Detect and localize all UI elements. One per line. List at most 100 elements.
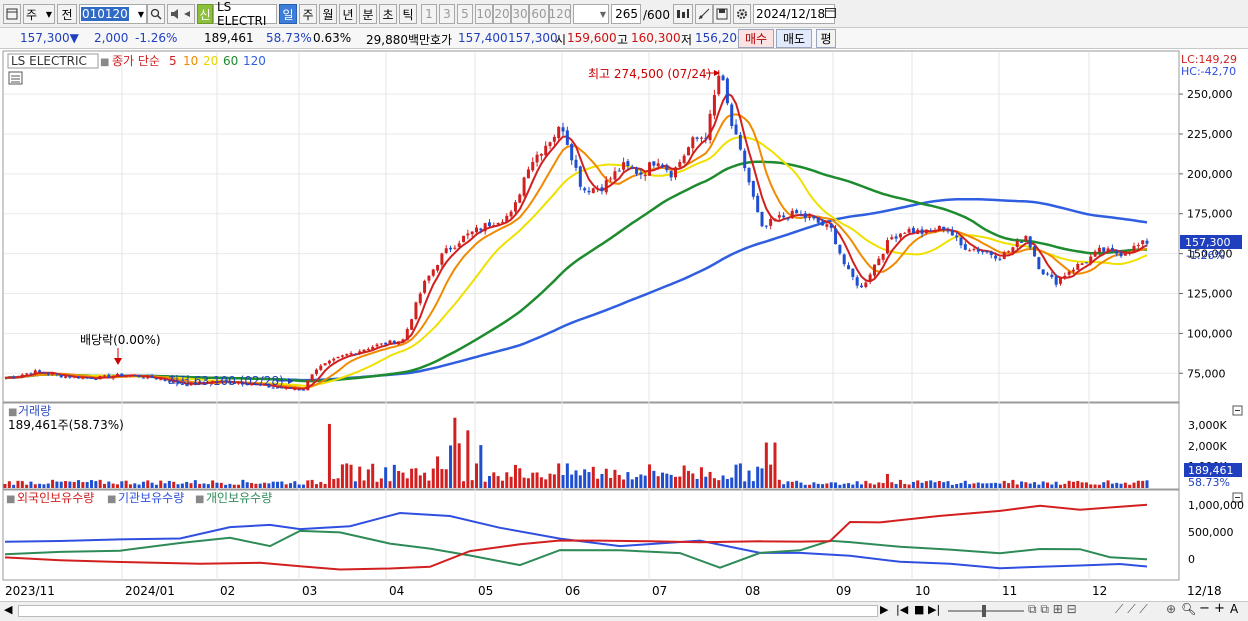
scroll-left-icon[interactable]: ◀ [4, 603, 13, 616]
zoom-in-icon[interactable]: ⊕ [1166, 602, 1177, 616]
scroll-right-icon[interactable]: ▶ [880, 603, 889, 616]
period-tick[interactable]: 틱 [399, 4, 417, 24]
candle-body [1007, 251, 1011, 253]
chart-tools-icon[interactable] [673, 4, 693, 24]
count-input[interactable]: 265 [611, 4, 641, 24]
date-label: 12/18 [1187, 584, 1222, 598]
volume-bar [440, 469, 444, 488]
panel-tools-icon[interactable]: ⧉ ⧉ ⊞ ⊟ [1028, 602, 1077, 616]
candle-body [699, 137, 703, 139]
mult-1[interactable]: 1 [421, 4, 437, 24]
candle-body [834, 228, 838, 245]
volume-bar [1011, 479, 1015, 488]
volume-bar [276, 481, 280, 488]
volume-bar [968, 484, 972, 488]
candle-body [349, 353, 353, 355]
bottom-scrollbar[interactable]: ◀ ▶ |◀ ■ ▶| ⧉ ⧉ ⊞ ⊟ ⟋ ⟋ ⟋ ⊕ 🔍︎ − + A [0, 601, 1248, 621]
volume-bar [1058, 484, 1062, 488]
stock-name-field: LS ELECTRI [213, 0, 277, 28]
mult-120[interactable]: 120 [549, 4, 571, 24]
stock-chart[interactable]: LS ELECTRIC ■ 종가 단순 5 10 20 60 120 LC:14… [0, 50, 1248, 601]
mult-10[interactable]: 10 [475, 4, 493, 24]
period-year[interactable]: 년 [339, 4, 357, 24]
layout-icon[interactable] [3, 4, 21, 24]
candle-body [193, 382, 197, 385]
candle-body [816, 217, 820, 223]
save-icon[interactable] [713, 4, 731, 24]
candle-body [1058, 277, 1062, 284]
search-icon[interactable]: 🔍︎ [1181, 602, 1197, 616]
candle-body [462, 235, 466, 243]
draw-line-icon[interactable] [695, 4, 713, 24]
volume-bar [695, 478, 699, 488]
search-icon[interactable] [147, 4, 165, 24]
ma10-label: 10 [183, 54, 198, 68]
candle-body [795, 210, 799, 214]
mult-60[interactable]: 60 [529, 4, 549, 24]
draw-tools-icon[interactable]: ⟋ ⟋ ⟋ [1115, 602, 1148, 616]
volume-bar [267, 483, 271, 488]
volume-bar [237, 484, 241, 488]
period-second[interactable]: 초 [379, 4, 397, 24]
volume-bar [963, 480, 967, 488]
mult-30[interactable]: 30 [511, 4, 529, 24]
volume-bar [1145, 480, 1149, 488]
plus-icon[interactable]: + [1214, 601, 1225, 616]
ma120-label: 120 [243, 54, 266, 68]
speaker-icon[interactable] [167, 4, 195, 24]
zoom-slider-handle[interactable] [982, 605, 986, 617]
buy-button[interactable]: 매수 [738, 29, 774, 48]
calendar-icon[interactable] [825, 7, 837, 21]
volume-bar [1097, 484, 1101, 488]
volume-bar [180, 483, 184, 488]
period-month[interactable]: 월 [319, 4, 337, 24]
text-tool-icon[interactable]: A [1230, 602, 1239, 616]
period-minute[interactable]: 분 [359, 4, 377, 24]
price-tick-label: 175,000 [1187, 208, 1233, 221]
last-page-icon[interactable]: ▶| [928, 603, 941, 616]
date-input[interactable]: 2024/12/18 [753, 4, 837, 24]
volume-bar [284, 484, 288, 488]
volume-bar [81, 482, 85, 488]
stop-icon[interactable]: ■ [914, 603, 925, 616]
candle-body [336, 356, 340, 359]
current-price-tag-text: 157,300 [1185, 236, 1231, 249]
volume-bar [336, 478, 340, 488]
mult-3[interactable]: 3 [439, 4, 455, 24]
candle-body [963, 244, 967, 250]
period-day[interactable]: 일 [279, 4, 297, 24]
chevron-down-icon: ▼ [599, 9, 606, 19]
sell-button[interactable]: 매도 [776, 29, 812, 48]
candle-body [622, 162, 626, 170]
zoom-slider[interactable] [948, 610, 1024, 612]
candle-body [362, 349, 366, 352]
period-week[interactable]: 주 [299, 4, 317, 24]
candle-body [353, 353, 357, 355]
volume-bar [418, 475, 422, 488]
minus-icon[interactable]: − [1199, 601, 1210, 616]
hold-tick-0: 0 [1188, 553, 1195, 566]
stock-code-input[interactable]: 010120 ▼ [79, 4, 147, 24]
candle-body [738, 134, 742, 150]
volume-bar [1123, 482, 1127, 488]
scroll-track[interactable] [18, 605, 878, 617]
prev-button[interactable]: 전 [57, 4, 77, 24]
mult-5[interactable]: 5 [457, 4, 473, 24]
eval-button[interactable]: 평 [816, 29, 836, 48]
indicator-settings-icon[interactable] [8, 71, 23, 85]
volume-bar [1106, 480, 1110, 488]
candle-body [224, 380, 228, 382]
gear-icon[interactable] [733, 4, 751, 24]
first-page-icon[interactable]: |◀ [896, 603, 909, 616]
volume-bar [55, 481, 59, 488]
custom-period-select[interactable]: ▼ [573, 4, 609, 24]
mult-20[interactable]: 20 [493, 4, 511, 24]
volume-bar [769, 464, 773, 488]
price-tick-label: 75,000 [1187, 367, 1226, 380]
candle-body [431, 269, 435, 276]
open-price: 159,600 [567, 31, 617, 45]
candle-body [310, 374, 314, 381]
volume-bar [163, 483, 167, 488]
market-select[interactable]: 주 ▼ [23, 4, 55, 24]
candle-body [565, 130, 569, 145]
